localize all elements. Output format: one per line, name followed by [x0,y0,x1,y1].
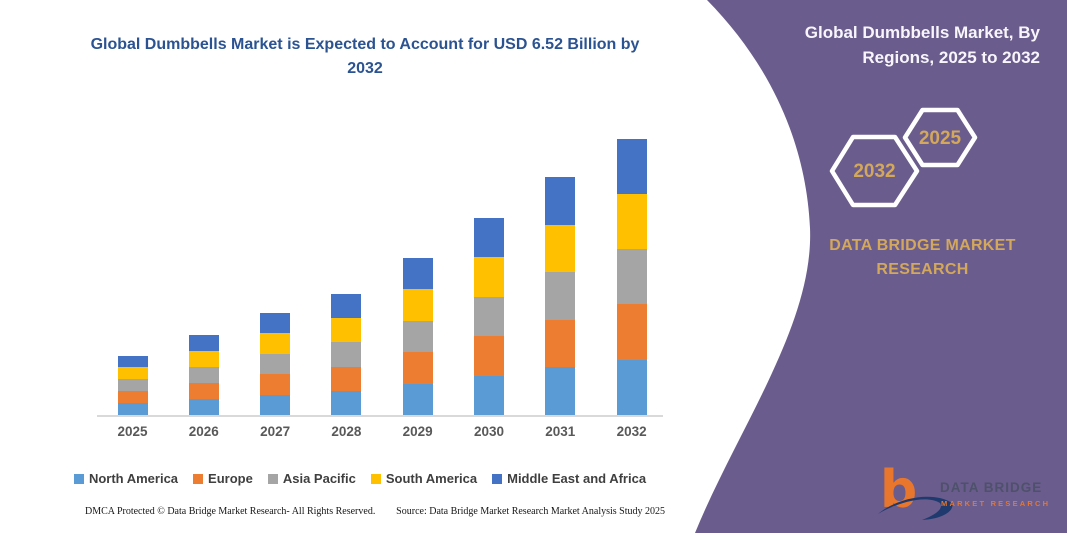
logo-text-bottom: MARKET RESEARCH [941,499,1050,508]
hexagon-2025-icon [902,107,978,168]
segment-2027-middle-east-and-africa [260,313,291,334]
hexagon-2032-icon [829,134,920,208]
segment-2028-europe [331,366,362,391]
legend-swatch-europe [193,473,204,484]
segment-2026-middle-east-and-africa [188,334,219,351]
segment-2031-south-america [545,224,576,273]
x-label-2027: 2027 [260,424,291,439]
segment-2027-north-america [260,394,291,415]
legend-swatch-middle-east-and-africa [492,473,503,484]
stacked-bar-2027 [260,313,291,415]
segment-2027-europe [260,374,291,395]
legend-label-south-america: South America [385,471,478,486]
x-label-2032: 2032 [616,424,647,439]
segment-2025-north-america [117,403,148,415]
segment-2025-south-america [117,367,148,380]
legend-item-south-america: South America [370,471,478,486]
legend: North America Europe Asia Pacific South Ame… [30,471,690,486]
x-label-2028: 2028 [331,424,362,439]
x-label-2031: 2031 [545,424,576,439]
chart-title: Global Dumbbells Market is Expected to A… [90,36,640,77]
legend-swatch-south-america [370,473,381,484]
legend-item-europe: Europe [193,471,253,486]
segment-2031-north-america [545,367,576,415]
legend-label-north-america: North America [88,471,179,486]
segment-2029-middle-east-and-africa [402,258,433,290]
logo-text-top: DATA BRIDGE [940,480,1042,495]
hexagon-badges: 2032 2025 [829,107,978,208]
segment-2026-south-america [188,350,219,367]
legend-label-asia-pacific: Asia Pacific [282,471,356,486]
x-label-2030: 2030 [473,424,505,439]
segment-2030-asia-pacific [474,296,504,336]
footer-source: Source: Data Bridge Market Research Mark… [396,506,665,517]
segment-2031-europe [545,319,576,368]
segment-2032-middle-east-and-africa [616,138,647,194]
x-axis-labels: 2025 2026 2027 2028 2029 2030 2031 2032 [0,424,690,442]
dbmr-logo: b DATA BRIDGE MARKET RESEARCH [878,461,1050,520]
segment-2031-asia-pacific [545,272,576,320]
legend-item-middle-east-and-africa: Middle East and Africa [492,471,646,486]
right-panel-title: Global Dumbbells Market, By Regions, 202… [804,23,1040,67]
segment-2028-north-america [331,390,362,415]
x-label-2029: 2029 [402,424,433,439]
brand-wordmark: DATA BRIDGE MARKET RESEARCH [795,234,1050,282]
stacked-bar-2032 [616,138,647,415]
segment-2028-asia-pacific [331,342,362,367]
logo-b-icon: b [880,461,917,520]
x-label-2025: 2025 [117,424,148,439]
segment-2028-middle-east-and-africa [331,294,362,319]
legend-item-asia-pacific: Asia Pacific [267,471,356,486]
brand-line-2: RESEARCH [876,261,969,278]
segment-2032-south-america [616,193,647,250]
segment-2032-north-america [616,359,647,415]
footer: DMCA Protected © Data Bridge Market Rese… [85,506,665,517]
segment-2029-asia-pacific [402,320,433,353]
hexagon-2025-label: 2025 [919,128,962,149]
stacked-bar-2028 [331,294,362,415]
legend-item-north-america: North America [73,471,179,486]
segment-2026-europe [188,382,219,399]
segment-2028-south-america [331,318,362,343]
segment-2029-europe [402,352,433,384]
segment-2026-north-america [188,398,219,415]
stacked-bar-2025 [117,355,148,415]
segment-2029-north-america [402,383,433,415]
stacked-bar-2029 [402,258,433,415]
legend-swatch-north-america [73,473,84,484]
footer-dmca: DMCA Protected © Data Bridge Market Rese… [85,506,376,517]
segment-2032-asia-pacific [616,249,647,305]
plot-area [97,121,663,417]
segment-2027-south-america [260,333,291,354]
x-label-2026: 2026 [188,424,219,439]
segment-2025-europe [117,391,148,404]
segment-2032-europe [616,304,647,360]
legend-label-middle-east-and-africa: Middle East and Africa [507,471,647,486]
hexagon-2032-label: 2032 [853,161,895,182]
segment-2030-europe [474,336,504,376]
segment-2029-south-america [402,289,433,321]
legend-label-europe: Europe [208,471,253,486]
brand-line-1: DATA BRIDGE MARKET [829,237,1016,254]
segment-2027-asia-pacific [260,353,291,375]
segment-2026-asia-pacific [188,366,219,383]
segment-2025-middle-east-and-africa [117,355,148,368]
legend-swatch-asia-pacific [267,473,278,484]
segment-2030-south-america [474,257,504,297]
segment-2025-asia-pacific [117,379,148,392]
stacked-bar-2031 [545,177,576,415]
segment-2030-middle-east-and-africa [474,217,504,257]
stacked-bar-2030 [474,217,504,415]
segment-2030-north-america [474,375,504,415]
segment-2031-middle-east-and-africa [545,177,576,225]
stacked-bar-2026 [188,334,219,415]
